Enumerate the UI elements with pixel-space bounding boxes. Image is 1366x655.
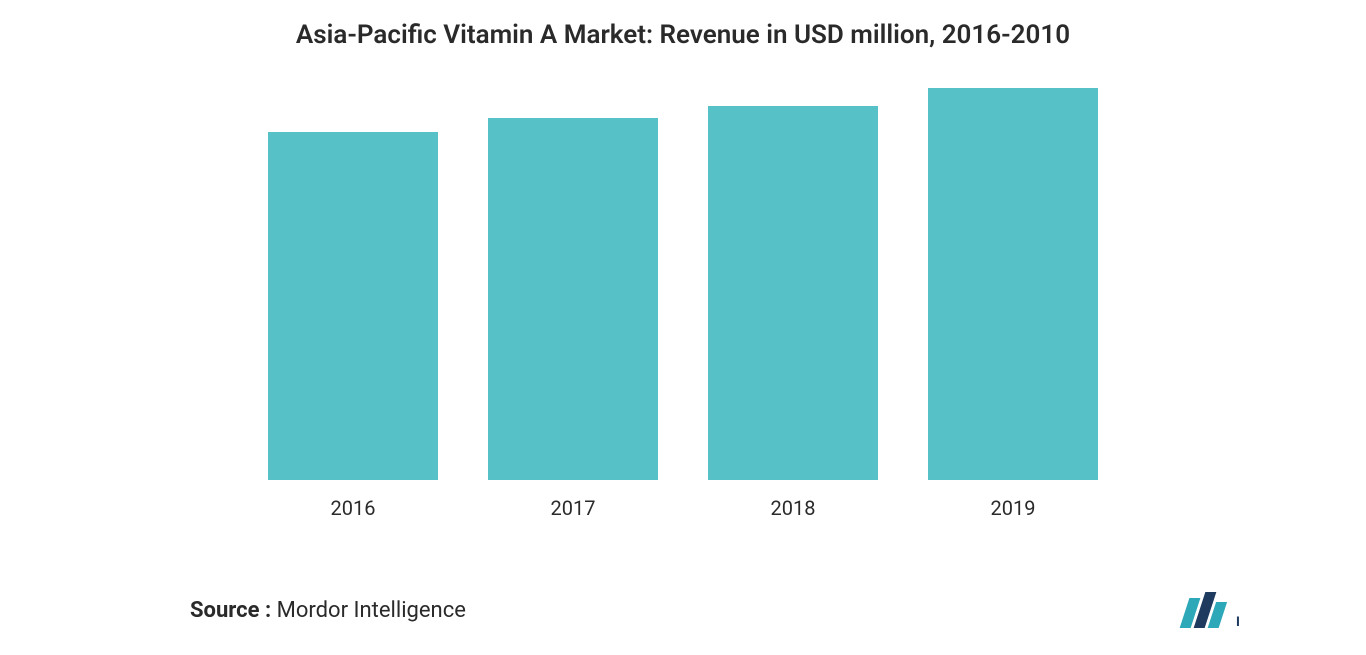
mordor-logo-icon: I — [1176, 590, 1246, 630]
footer: Source : Mordor Intelligence I — [190, 590, 1326, 630]
bar-2018 — [708, 106, 878, 480]
x-label: 2017 — [488, 496, 658, 520]
x-label: 2019 — [928, 496, 1098, 520]
bars-container — [243, 80, 1123, 480]
x-label: 2016 — [268, 496, 438, 520]
chart-area: 2016 2017 2018 2019 — [183, 80, 1183, 520]
chart-title: Asia-Pacific Vitamin A Market: Revenue i… — [0, 0, 1366, 60]
source-value: Mordor Intelligence — [277, 598, 466, 623]
bar-group — [708, 106, 878, 480]
x-label: 2018 — [708, 496, 878, 520]
source-text: Source : Mordor Intelligence — [190, 598, 466, 623]
bar-group — [268, 132, 438, 480]
bar-group — [928, 88, 1098, 480]
source-label: Source : — [190, 598, 271, 623]
bar-2019 — [928, 88, 1098, 480]
svg-text:I: I — [1236, 613, 1240, 629]
bar-2017 — [488, 118, 658, 480]
x-axis-labels: 2016 2017 2018 2019 — [243, 496, 1123, 520]
bar-group — [488, 118, 658, 480]
bar-2016 — [268, 132, 438, 480]
